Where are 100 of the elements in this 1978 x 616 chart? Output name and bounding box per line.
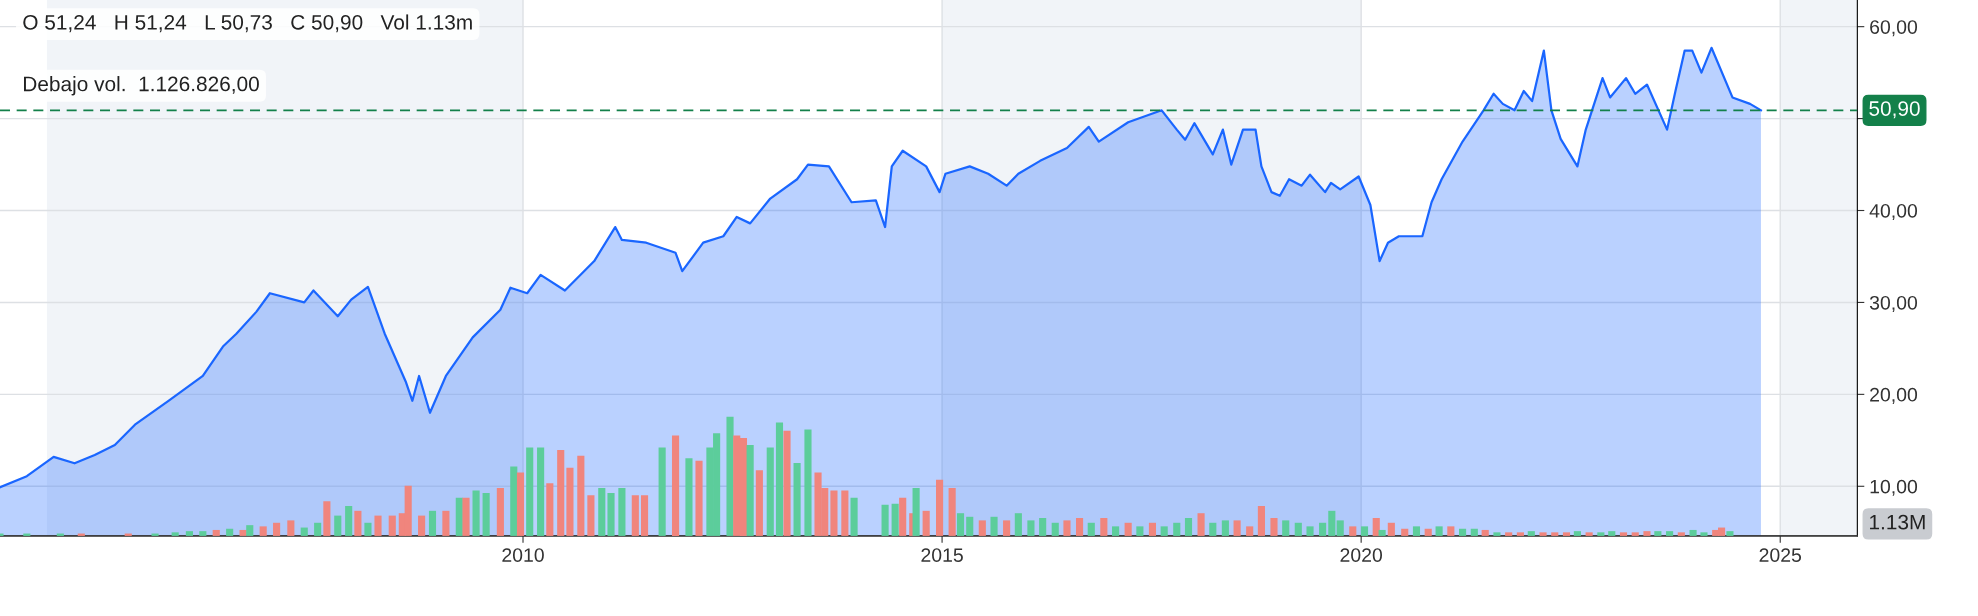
bar xyxy=(1481,529,1489,536)
bar xyxy=(314,522,322,536)
bar xyxy=(1328,510,1336,536)
bar xyxy=(587,495,595,536)
bar xyxy=(1619,532,1628,536)
bar xyxy=(334,515,342,536)
annotation: Debajo vol. 1.126.826,00 xyxy=(24,76,259,96)
bar xyxy=(442,510,450,536)
bar xyxy=(1360,526,1369,536)
bar xyxy=(1666,531,1674,536)
bar xyxy=(418,515,426,536)
bar xyxy=(226,528,234,536)
bar xyxy=(956,513,965,536)
bar xyxy=(658,447,666,536)
bar xyxy=(1027,520,1035,536)
bar xyxy=(755,470,763,536)
bar xyxy=(990,516,998,536)
bar xyxy=(354,510,362,536)
annotation: O 51,24 H 51,24 L 50,73 C 50,90 Vol 1.13m xyxy=(23,14,472,33)
y-tick-label: 20,00 xyxy=(1870,387,1918,404)
bar xyxy=(1447,526,1455,536)
bar xyxy=(1608,531,1616,536)
bar xyxy=(746,445,754,536)
bar xyxy=(472,490,480,536)
bar xyxy=(1197,513,1205,536)
bar xyxy=(891,503,899,536)
bar xyxy=(151,533,159,536)
x-tick-label: 2015 xyxy=(921,548,963,563)
bar xyxy=(1387,522,1395,536)
bar xyxy=(259,526,267,536)
bar xyxy=(881,504,889,536)
bar xyxy=(323,501,331,536)
bar xyxy=(640,495,649,536)
bar xyxy=(374,515,382,536)
bar xyxy=(1233,520,1241,536)
bar xyxy=(793,463,801,536)
bar xyxy=(695,460,703,536)
bar xyxy=(1424,528,1432,536)
bar xyxy=(1726,531,1734,536)
bar xyxy=(1336,520,1344,536)
bar xyxy=(1270,517,1278,536)
bar xyxy=(936,479,944,536)
bar xyxy=(618,488,626,536)
bar xyxy=(428,510,437,536)
bar xyxy=(1087,522,1095,536)
bar xyxy=(783,430,791,536)
bar xyxy=(1585,532,1593,536)
bar xyxy=(537,447,545,536)
bar xyxy=(671,435,680,536)
bar xyxy=(1051,522,1059,536)
bar xyxy=(1551,532,1559,536)
bar xyxy=(1631,532,1639,536)
bar xyxy=(1505,532,1513,536)
bar xyxy=(199,531,207,536)
bar xyxy=(922,510,930,536)
bar xyxy=(1124,522,1132,536)
bar xyxy=(830,490,838,536)
bar xyxy=(1700,532,1708,536)
bar xyxy=(1014,513,1022,536)
bar xyxy=(1063,520,1071,536)
bar xyxy=(726,416,734,536)
bar xyxy=(631,495,639,536)
bar xyxy=(577,455,585,536)
bar xyxy=(1100,517,1108,536)
bar xyxy=(273,522,281,536)
bar xyxy=(1148,522,1157,536)
bar xyxy=(345,506,353,536)
bar xyxy=(685,458,693,536)
bar xyxy=(1493,532,1501,536)
y-tick-label: 10,00 xyxy=(1870,479,1918,496)
bar xyxy=(526,447,534,536)
text: 1.13M xyxy=(1870,514,1925,530)
y-tick-label: 30,00 xyxy=(1869,295,1918,312)
bar xyxy=(1257,506,1265,536)
bar xyxy=(1039,517,1047,536)
bar xyxy=(1319,522,1327,536)
bar xyxy=(1527,531,1535,536)
bar xyxy=(1689,529,1697,536)
bar xyxy=(1412,526,1421,536)
bar xyxy=(1470,528,1478,536)
bar xyxy=(804,429,812,536)
bar xyxy=(546,483,554,536)
bar xyxy=(246,525,254,536)
bar xyxy=(1282,520,1290,536)
x-tick-label: 2010 xyxy=(502,548,544,563)
bar xyxy=(1459,528,1467,536)
x-tick-label: 2025 xyxy=(1759,548,1802,563)
bar xyxy=(607,492,615,536)
bar xyxy=(300,527,308,536)
x-tick-label: 2020 xyxy=(1340,548,1383,563)
bar xyxy=(775,422,784,536)
bar xyxy=(1435,526,1443,536)
bar xyxy=(1643,531,1651,536)
bar xyxy=(1209,522,1217,536)
bar xyxy=(496,488,504,536)
bar xyxy=(899,497,907,536)
bar xyxy=(516,472,525,536)
bar xyxy=(1349,526,1357,536)
bar xyxy=(1597,532,1605,536)
bar xyxy=(1136,526,1144,536)
